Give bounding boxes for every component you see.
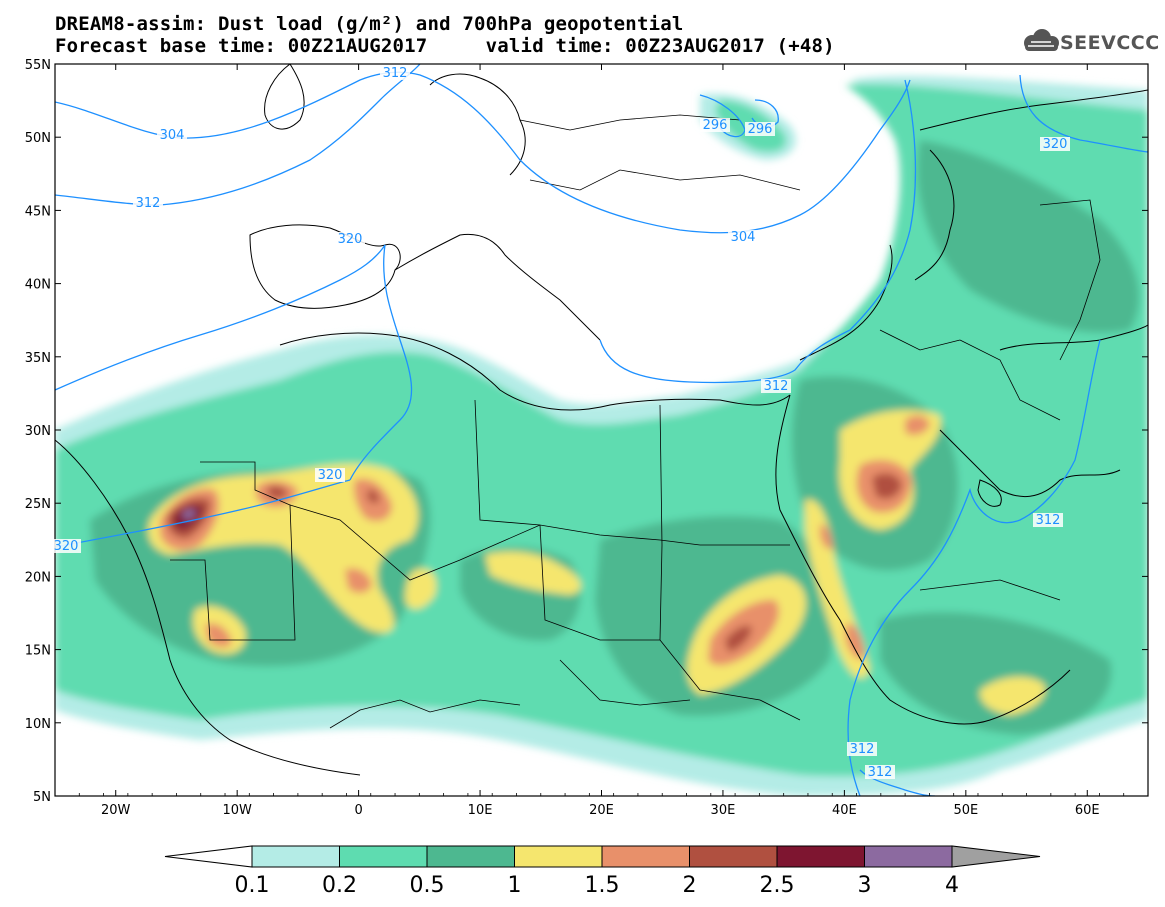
contour-label: 312 [1036, 513, 1061, 528]
colorbar-swatches [164, 845, 1041, 868]
contour-label-bg [847, 742, 877, 756]
lon-tick-label: 0 [354, 803, 362, 818]
lat-tick-label: 35N [25, 351, 51, 366]
contour-label-bg [51, 539, 81, 553]
coastlines [55, 64, 1148, 776]
geopotential-contours [55, 64, 1148, 796]
forecast-time-line: Forecast base time: 00Z21AUG2017 valid t… [55, 35, 835, 57]
contour-label: 304 [160, 128, 185, 143]
lon-tick-label: 10W [222, 803, 252, 818]
contour-label: 304 [731, 230, 756, 245]
contour-label-bg [315, 468, 345, 482]
map-title: DREAM8-assim: Dust load (g/m²) and 700hP… [55, 13, 684, 35]
contour-label-bg [157, 128, 187, 142]
lat-tick-label: 40N [25, 278, 51, 293]
contour-label: 312 [764, 379, 789, 394]
country-borders [170, 114, 1101, 729]
latitude-axis: 55N 50N 45N 40N 35N 30N 25N 20N 15N 10N 5N [25, 58, 1148, 805]
contour-label: 312 [850, 742, 875, 757]
contour-label-bg [761, 379, 791, 393]
contour-label-bg [335, 232, 365, 246]
colorbar-min-arrow [164, 845, 253, 868]
contour-label: 296 [703, 118, 728, 133]
lat-tick-label: 20N [25, 570, 51, 585]
colorbar-tick-label: 0.1 [235, 873, 270, 898]
lon-tick-label: 60E [1075, 803, 1100, 818]
colorbar-tick-label: 1 [508, 873, 522, 898]
contour-label-bg [700, 118, 730, 132]
contour-label: 320 [338, 232, 363, 247]
dust-field [55, 64, 1148, 796]
lon-tick-label: 30E [711, 803, 736, 818]
lat-tick-label: 5N [33, 790, 51, 805]
lat-tick-label: 50N [25, 131, 51, 146]
contour-label-bg [865, 765, 895, 779]
lat-tick-label: 30N [25, 424, 51, 439]
longitude-axis: 20W 10W 0 10E 20E 30E 40E 50E 60E [54, 64, 1149, 818]
lon-tick-label: 50E [953, 803, 978, 818]
contour-labels: 312 304 312 320 296 296 304 320 312 320 320 312 312 3… [51, 66, 1070, 780]
colorbar-max-arrow [951, 845, 1041, 868]
lat-tick-label: 45N [25, 204, 51, 219]
lon-tick-label: 40E [832, 803, 857, 818]
logo-text: SEEVCCC [1060, 32, 1160, 54]
colorbar-swatch [776, 845, 865, 868]
colorbar-swatch [514, 845, 603, 868]
contour-label: 320 [318, 468, 343, 483]
colorbar-swatch [251, 845, 340, 868]
colorbar-tick-label: 1.5 [585, 873, 620, 898]
contour-label-bg [1040, 137, 1070, 151]
lon-tick-label: 20W [101, 803, 131, 818]
contour-label: 296 [748, 122, 773, 137]
colorbar-tick-label: 0.2 [322, 873, 357, 898]
colorbar-swatch [864, 845, 953, 868]
colorbar-swatch [689, 845, 778, 868]
lat-tick-label: 25N [25, 497, 51, 512]
lon-tick-label: 20E [589, 803, 614, 818]
contour-label-bg [728, 230, 758, 244]
colorbar-tick-label: 4 [945, 873, 959, 898]
contour-label: 312 [136, 196, 161, 211]
colorbar-tick-label: 0.5 [410, 873, 445, 898]
cloud-logo-icon [1024, 29, 1059, 51]
colorbar-swatch [339, 845, 428, 868]
colorbar-tick-label: 2 [683, 873, 697, 898]
colorbar-swatch [426, 845, 515, 868]
colorbar-tick-label: 3 [858, 873, 872, 898]
lon-tick-label: 10E [468, 803, 493, 818]
contour-label: 320 [54, 539, 79, 554]
lat-tick-label: 55N [25, 58, 51, 73]
contour-label-bg [380, 66, 410, 80]
contour-label-bg [1033, 513, 1063, 527]
lat-tick-label: 15N [25, 644, 51, 659]
contour-label: 312 [383, 66, 408, 81]
colorbar-ticks: 0.1 0.2 0.5 1 1.5 2 2.5 3 4 [235, 873, 960, 898]
colorbar-tick-label: 2.5 [760, 873, 795, 898]
contour-label-bg [133, 196, 163, 210]
colorbar-swatch [601, 845, 690, 868]
lat-tick-label: 10N [25, 717, 51, 732]
contour-label: 320 [1043, 137, 1068, 152]
contour-label: 312 [868, 765, 893, 780]
contour-label-bg [745, 122, 775, 136]
